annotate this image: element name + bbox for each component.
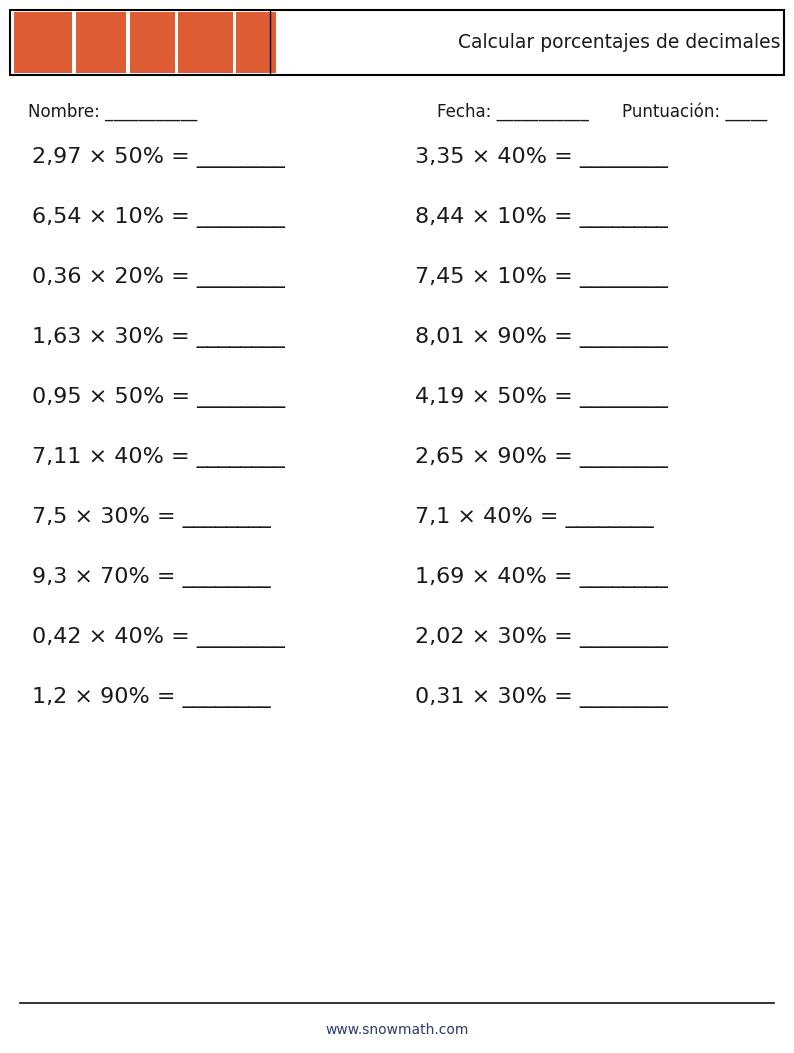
Bar <box>14 12 72 73</box>
Bar <box>130 12 175 73</box>
Text: 6,54 × 10% = ________: 6,54 × 10% = ________ <box>32 207 285 229</box>
Text: 2,65 × 90% = ________: 2,65 × 90% = ________ <box>415 448 668 469</box>
Text: Nombre: ___________: Nombre: ___________ <box>28 103 197 121</box>
Text: 0,36 × 20% = ________: 0,36 × 20% = ________ <box>32 267 285 289</box>
Text: 7,11 × 40% = ________: 7,11 × 40% = ________ <box>32 448 285 469</box>
Bar <box>178 12 233 73</box>
Text: 7,5 × 30% = ________: 7,5 × 30% = ________ <box>32 508 271 529</box>
Text: 1,63 × 30% = ________: 1,63 × 30% = ________ <box>32 327 285 349</box>
Text: 0,42 × 40% = ________: 0,42 × 40% = ________ <box>32 628 285 649</box>
Text: 7,45 × 10% = ________: 7,45 × 10% = ________ <box>415 267 668 289</box>
Text: 0,95 × 50% = ________: 0,95 × 50% = ________ <box>32 388 285 409</box>
Text: 1,69 × 40% = ________: 1,69 × 40% = ________ <box>415 568 668 589</box>
Text: 4,19 × 50% = ________: 4,19 × 50% = ________ <box>415 388 668 409</box>
Bar <box>236 12 276 73</box>
Text: Puntuación: _____: Puntuación: _____ <box>622 102 767 121</box>
Text: 0,31 × 30% = ________: 0,31 × 30% = ________ <box>415 688 668 709</box>
Text: Calcular porcentajes de decimales: Calcular porcentajes de decimales <box>457 33 780 52</box>
Text: 1,2 × 90% = ________: 1,2 × 90% = ________ <box>32 688 271 709</box>
Text: www.snowmath.com: www.snowmath.com <box>326 1024 468 1037</box>
Bar <box>10 9 784 75</box>
Text: 7,1 × 40% = ________: 7,1 × 40% = ________ <box>415 508 653 529</box>
Text: 2,97 × 50% = ________: 2,97 × 50% = ________ <box>32 147 285 168</box>
Text: Fecha: ___________: Fecha: ___________ <box>437 103 588 121</box>
Bar <box>76 12 126 73</box>
Text: 8,01 × 90% = ________: 8,01 × 90% = ________ <box>415 327 668 349</box>
Text: 3,35 × 40% = ________: 3,35 × 40% = ________ <box>415 147 668 168</box>
Text: 9,3 × 70% = ________: 9,3 × 70% = ________ <box>32 568 271 589</box>
Text: 8,44 × 10% = ________: 8,44 × 10% = ________ <box>415 207 668 229</box>
Text: 2,02 × 30% = ________: 2,02 × 30% = ________ <box>415 628 668 649</box>
